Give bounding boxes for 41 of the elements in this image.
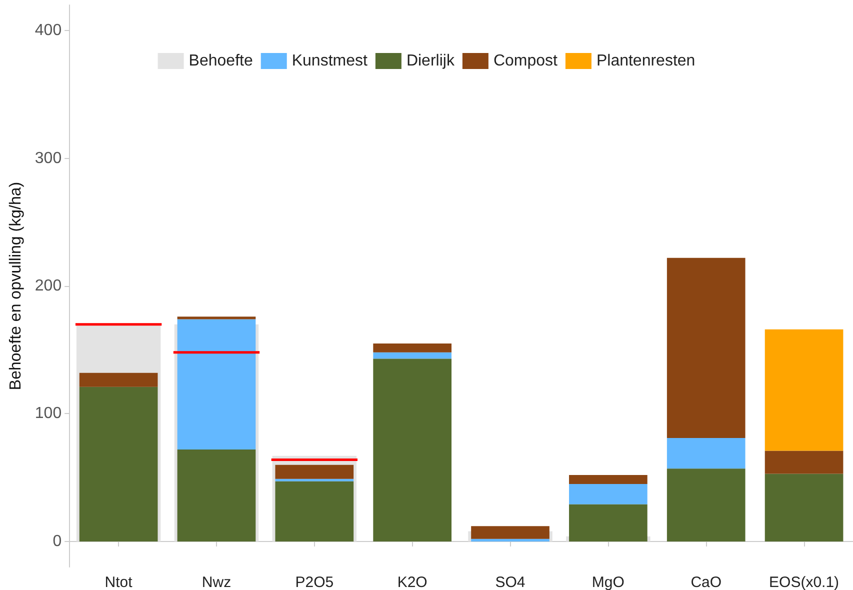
x-tick-label: EOS(x0.1) — [769, 574, 840, 590]
legend-label: Compost — [493, 52, 558, 70]
legend-label: Behoefte — [188, 52, 253, 70]
y-axis-title: Behoefte en opvulling (kg/ha) — [8, 182, 24, 390]
bar — [764, 474, 844, 542]
legend-label: Kunstmest — [292, 52, 368, 70]
x-tick-label: P2O5 — [295, 574, 334, 590]
bar — [275, 464, 354, 479]
bar — [79, 386, 158, 542]
bar — [666, 438, 746, 469]
legend-label: Dierlijk — [406, 52, 456, 70]
legend-label: Plantenresten — [596, 52, 696, 70]
bar — [471, 526, 550, 539]
bar — [373, 352, 452, 359]
bar — [373, 343, 452, 352]
bar — [569, 484, 648, 504]
x-tick-label: MgO — [592, 574, 624, 590]
x-tick-label: SO4 — [495, 574, 526, 590]
bar — [373, 358, 452, 542]
bar — [666, 468, 746, 542]
bar — [275, 481, 354, 542]
x-tick-label: K2O — [397, 574, 428, 590]
bar — [569, 475, 648, 484]
bar — [275, 478, 354, 482]
bar — [177, 316, 256, 320]
bar — [666, 258, 746, 438]
x-tick-label: Ntot — [104, 574, 134, 590]
y-tick-label: 300 — [34, 150, 62, 167]
bar — [471, 538, 550, 542]
bar — [764, 450, 844, 474]
y-tick-label: 400 — [34, 22, 62, 40]
y-tick-label: 200 — [34, 278, 62, 294]
bar — [177, 449, 256, 542]
y-tick-label: 100 — [34, 405, 62, 422]
x-tick-label: Nwz — [202, 574, 232, 590]
bar — [569, 504, 648, 542]
bar — [177, 319, 256, 450]
bar — [79, 372, 158, 387]
bar — [764, 329, 844, 451]
x-tick-label: CaO — [690, 574, 722, 590]
y-tick-label: 0 — [52, 532, 62, 550]
